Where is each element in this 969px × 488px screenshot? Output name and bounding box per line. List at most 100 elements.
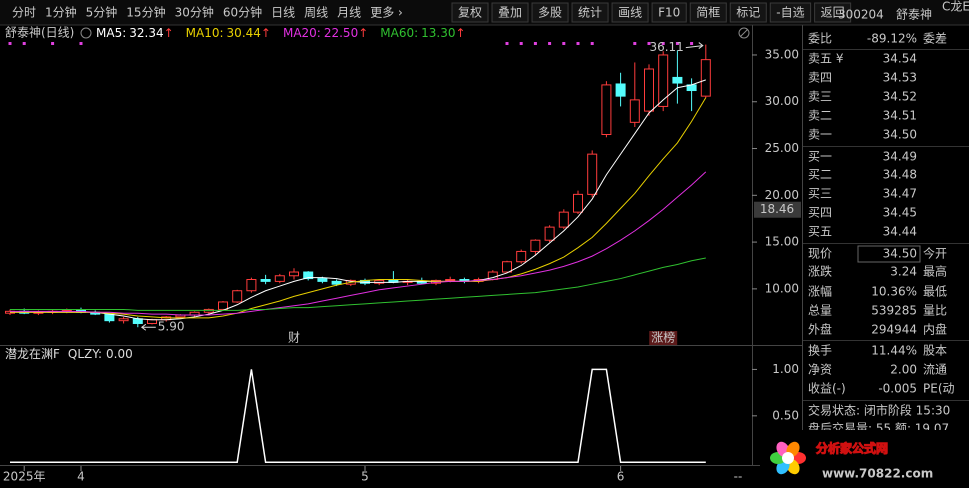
candle-body <box>516 250 527 263</box>
signal-dot <box>548 42 552 45</box>
toolbar-button[interactable] <box>531 2 569 23</box>
toolbar-tab[interactable]: 月线 <box>337 6 361 20</box>
x-tick-label: 5 <box>361 470 369 484</box>
signal-dot <box>533 42 537 45</box>
toolbar-button-label[interactable]: 叠加 <box>498 6 522 20</box>
toolbar-tab[interactable]: 60分钟 <box>223 5 262 20</box>
candle-body <box>700 59 711 97</box>
candle-body <box>246 279 257 292</box>
y-tick-label: 25.00 <box>765 141 799 155</box>
toolbar-button-label[interactable]: -自选 <box>776 6 804 20</box>
toolbar-tab[interactable]: 5分钟 <box>86 5 118 20</box>
corner-label: C龙E <box>942 0 969 14</box>
event-label[interactable]: 财 <box>288 331 300 345</box>
indicator-header: 潜龙在渊F QLZY: 0.00 <box>5 347 133 361</box>
quote-value: 34.47 <box>883 187 917 201</box>
toolbar-tab[interactable]: 1分钟 <box>45 5 77 20</box>
toolbar-tab[interactable]: 分时 <box>12 6 36 20</box>
watermark-title: 分析家公式网 <box>816 441 888 456</box>
ma-value: 32.34 <box>129 26 163 40</box>
signal-dot <box>675 42 679 45</box>
quote-label: 买二 <box>808 168 832 182</box>
quote-label: 最高 <box>923 264 947 279</box>
close-icon <box>740 29 748 37</box>
toolbar-tab[interactable]: 15分钟 <box>126 5 165 20</box>
toolbar-button-label[interactable]: 统计 <box>578 6 602 20</box>
ma-value: 22.50 <box>324 26 358 40</box>
toolbar-tab[interactable]: 日线 <box>271 6 295 20</box>
signal-dot <box>8 42 12 45</box>
y-tick-label: 20.00 <box>765 188 799 202</box>
quote-label: 卖一 <box>808 128 832 142</box>
price-box <box>857 245 921 263</box>
y-tick-label: 1.00 <box>772 362 799 376</box>
candle-body <box>530 239 541 252</box>
event-label[interactable]: 涨榜 <box>651 330 675 345</box>
settings-icon[interactable] <box>80 27 92 39</box>
toolbar-tab[interactable]: 30分钟 <box>175 5 214 20</box>
toolbar-button-label[interactable]: 画线 <box>618 6 642 20</box>
toolbar-tab[interactable]: 周线 <box>304 6 328 20</box>
toolbar-button-label[interactable]: 复权 <box>458 6 482 20</box>
candle-body <box>644 68 654 112</box>
quote-label: 卖三 <box>808 90 832 104</box>
event-bg <box>649 331 678 345</box>
toolbar-button-label[interactable]: F10 <box>658 6 680 20</box>
toolbar-button[interactable] <box>491 2 529 23</box>
quote-label: 买五 <box>808 225 832 239</box>
quote-label: 买三 <box>808 187 832 201</box>
close-icon[interactable] <box>738 27 750 39</box>
toolbar-button[interactable] <box>689 2 727 23</box>
toolbar-button-label[interactable]: 返回 <box>821 6 845 20</box>
signal-dot <box>633 42 637 45</box>
stock-name: 舒泰神 <box>896 8 932 22</box>
quote-label: 总量 <box>808 304 832 318</box>
toolbar-button[interactable] <box>451 2 489 23</box>
ma-trend: ↑ <box>261 26 271 40</box>
quote-value: -89.12% <box>867 32 917 46</box>
signal-dot <box>79 42 83 45</box>
signal-dot <box>51 42 55 45</box>
quote-label: 买四 <box>808 206 832 220</box>
candle-body <box>587 153 598 195</box>
ma-legend: MA5: 32.34↑ MA10: 30.44↑ MA20: 22.50↑ MA60: 13.… <box>96 26 466 40</box>
toolbar-button[interactable] <box>611 2 649 23</box>
quote-label: 今开 <box>923 246 947 261</box>
toolbar-button-label[interactable]: 多股 <box>538 6 562 20</box>
toolbar-button[interactable] <box>571 2 609 23</box>
ma-trend: ↑ <box>456 26 466 40</box>
signal-dot <box>590 42 594 45</box>
quote-value: 34.48 <box>883 168 917 182</box>
candle-body <box>118 318 129 322</box>
toolbar-button[interactable] <box>729 2 767 23</box>
toolbar-button[interactable] <box>651 2 687 23</box>
candle-body <box>445 279 456 282</box>
quote-value: 2.00 <box>890 363 917 377</box>
toolbar-button-label[interactable]: 标记 <box>736 6 760 20</box>
quote-label: 净资 <box>808 363 832 377</box>
toolbar-button-label[interactable]: 简框 <box>696 6 720 20</box>
quote-label: 收益(-) <box>808 382 846 396</box>
candle-body <box>218 301 228 310</box>
toolbar-button[interactable] <box>769 2 812 23</box>
ma-line <box>10 171 707 316</box>
ma-trend: ↑ <box>164 26 174 40</box>
quote-label: 现价 <box>808 247 832 261</box>
signal-dot <box>690 42 694 45</box>
quote-label: 卖五 ¥ <box>808 52 844 66</box>
quote-label: 委比 <box>808 32 832 46</box>
ma-trend: ↑ <box>358 26 368 40</box>
chart-title: 舒泰神(日线) <box>5 26 74 40</box>
toolbar-button[interactable] <box>814 2 852 23</box>
toolbar-tab[interactable]: 更多 › <box>370 6 403 20</box>
quote-value: -0.005 <box>878 382 917 396</box>
signal-dot <box>519 42 523 45</box>
signal-dot <box>576 42 580 45</box>
quote-value: 34.49 <box>883 150 917 164</box>
x-tick-label: 4 <box>77 470 85 484</box>
quote-label: 流通 <box>923 363 947 377</box>
y-tick-label: 0.50 <box>772 408 799 422</box>
quote-value: 34.53 <box>883 71 917 85</box>
candle-body <box>232 290 243 303</box>
